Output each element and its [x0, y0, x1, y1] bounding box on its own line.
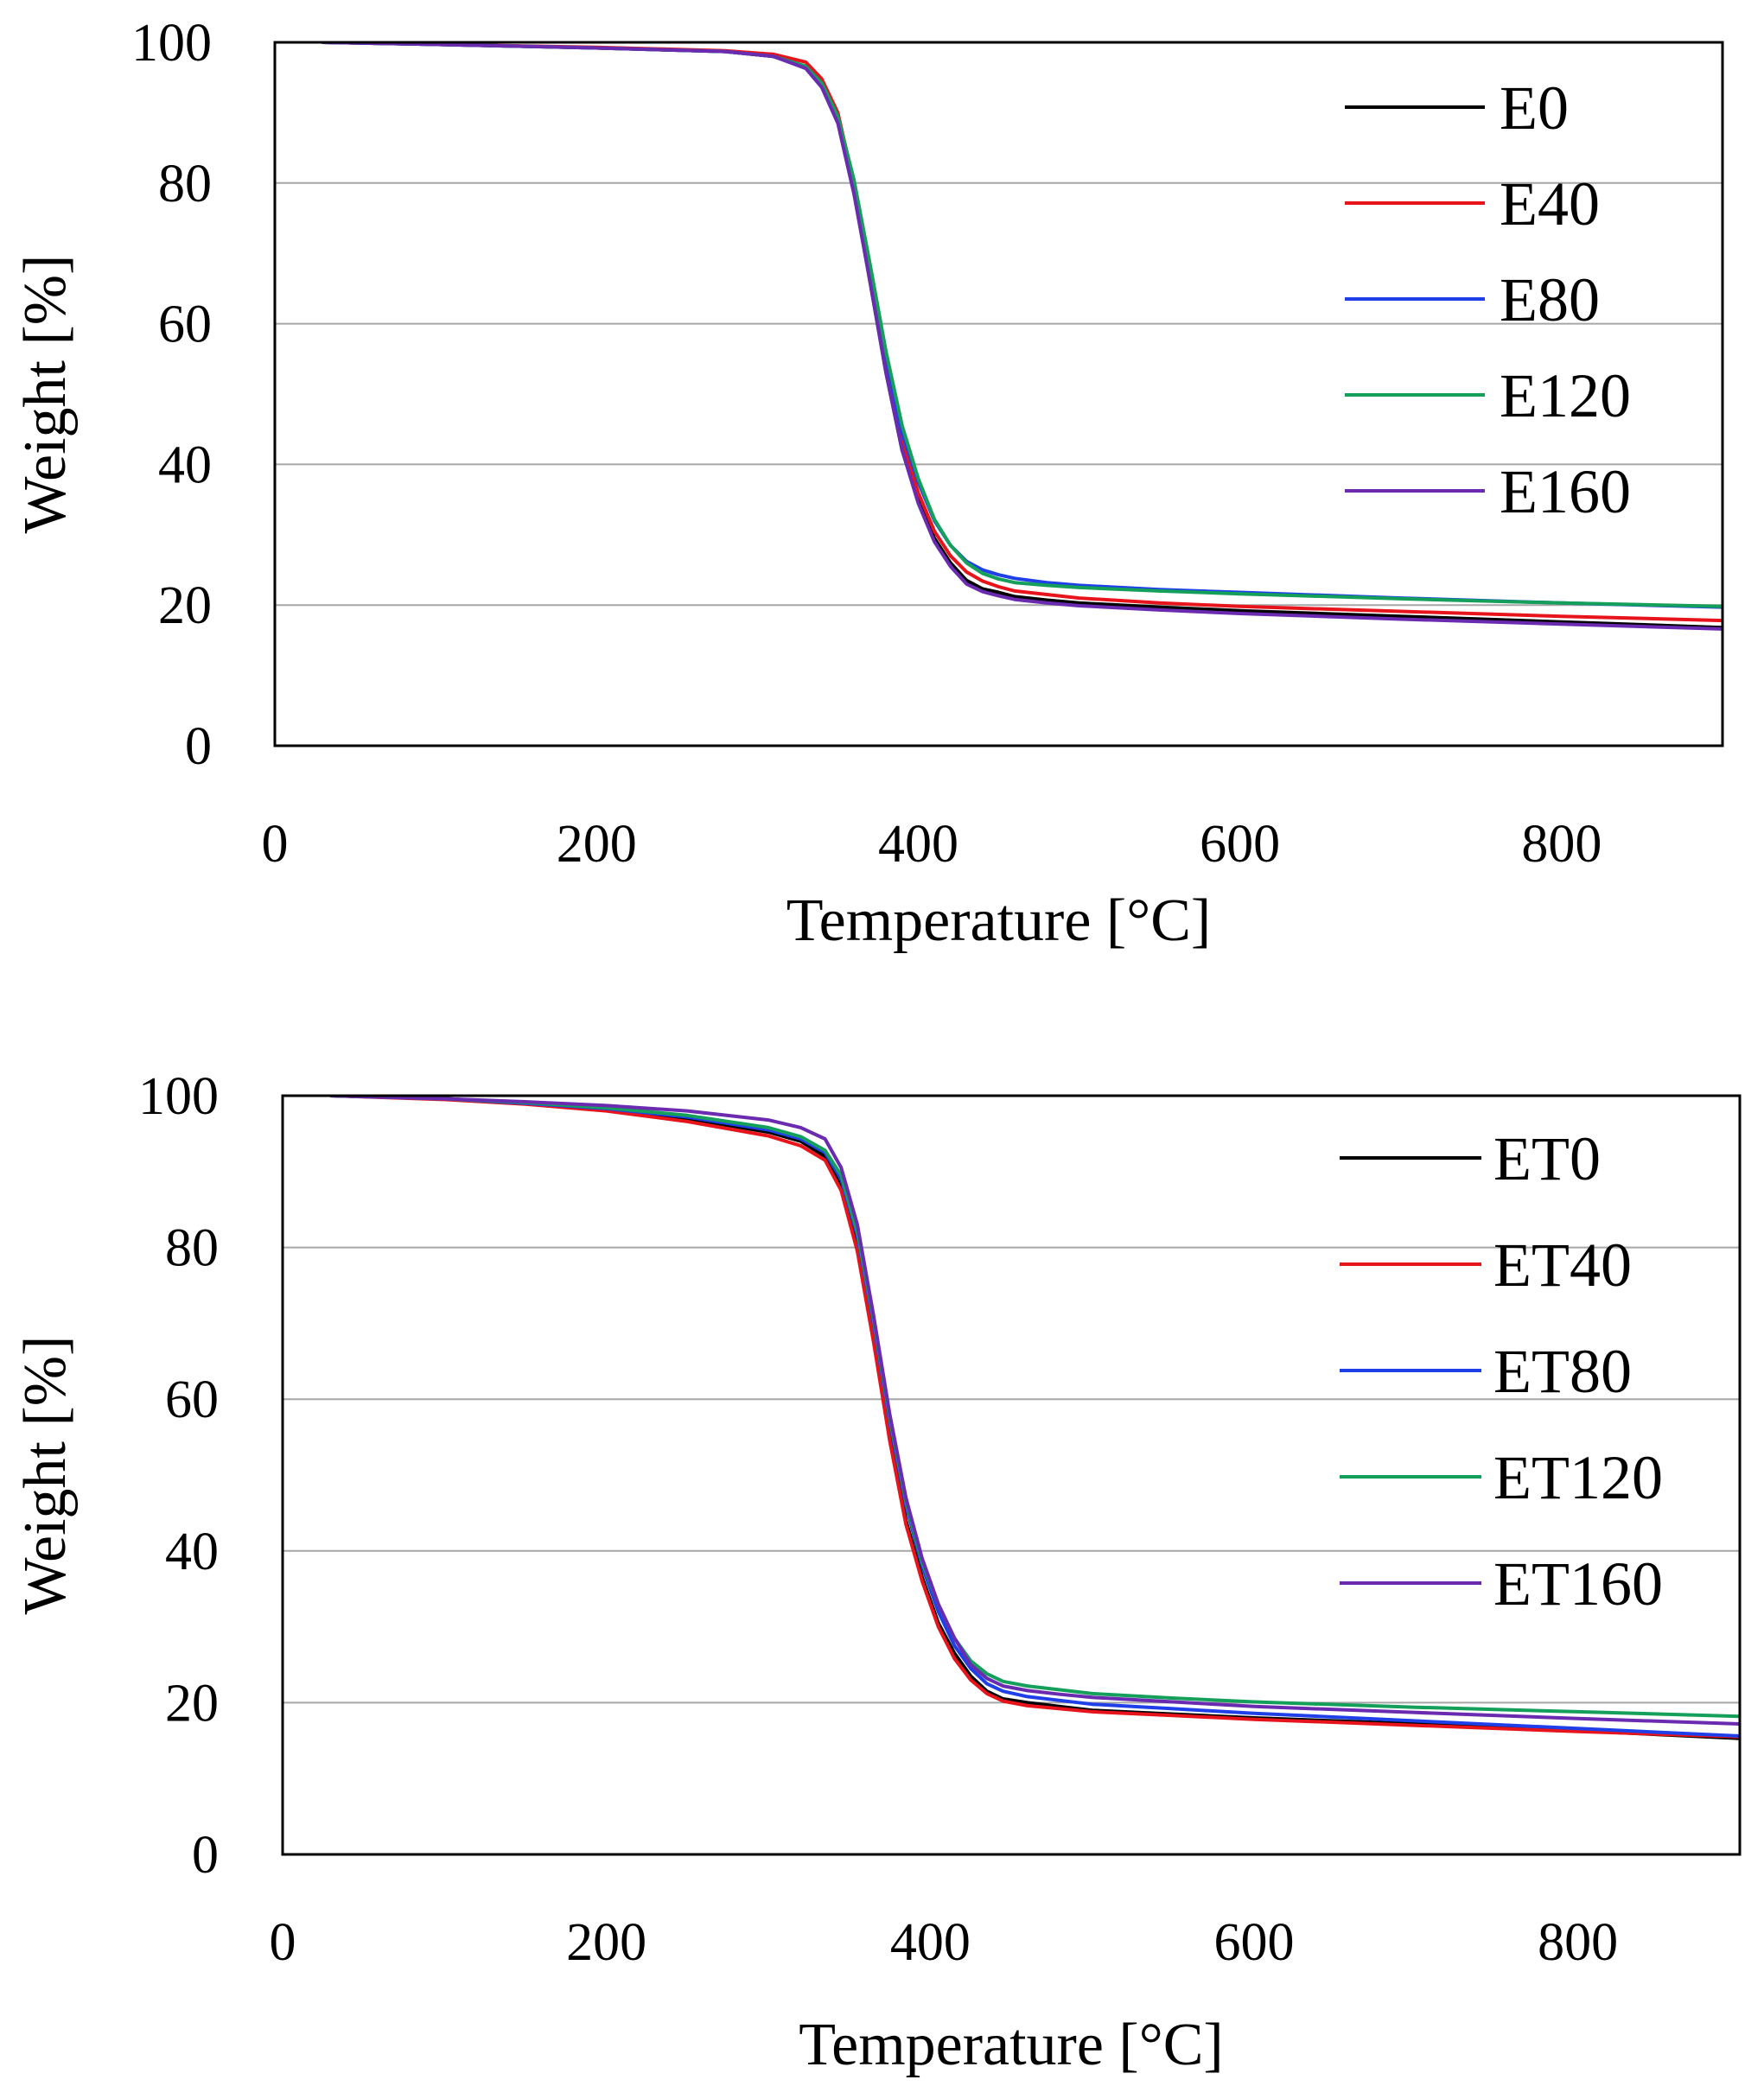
legend-item: E80 [1345, 265, 1600, 334]
y-tick-label: 100 [131, 14, 212, 73]
x-axis-label: Temperature [°C] [786, 887, 1211, 954]
legend: ET0 ET40 ET80 ET120 ET160 [1340, 1124, 1663, 1619]
y-tick-label: 60 [158, 296, 212, 354]
y-tick-label: 20 [165, 1674, 219, 1733]
y-axis-label: Weight [%] [12, 1336, 79, 1615]
chart-2: 0 20 40 60 80 100 0 200 400 600 800 Temperature [°C… [12, 1067, 1742, 2078]
legend-label: E160 [1500, 457, 1631, 526]
legend-item: E160 [1345, 457, 1631, 526]
x-tick-label: 800 [1521, 815, 1602, 874]
series-line-e40 [321, 42, 1723, 623]
legend-item: ET40 [1340, 1231, 1632, 1300]
y-tick-label: 80 [165, 1219, 219, 1278]
legend-label: ET120 [1493, 1443, 1663, 1512]
y-tick-label: 80 [158, 155, 212, 213]
x-tick-label: 200 [557, 815, 637, 874]
x-tick-label: 200 [566, 1913, 646, 1972]
y-axis-label: Weight [%] [12, 255, 79, 534]
y-tick-label: 0 [192, 1826, 219, 1885]
legend-label: E40 [1500, 169, 1600, 238]
legend-label: ET0 [1493, 1124, 1601, 1193]
y-tick-label: 0 [185, 717, 212, 776]
x-tick-label: 400 [878, 815, 958, 874]
plot-frame [281, 1094, 1742, 1856]
series-line-et40 [329, 1096, 1740, 1739]
x-tick-label: 800 [1538, 1913, 1618, 1972]
legend-item: E120 [1345, 361, 1631, 430]
y-tick-label: 20 [158, 576, 212, 635]
x-tick-label: 600 [1200, 815, 1280, 874]
legend-item: E0 [1345, 73, 1569, 143]
x-tick-label: 600 [1214, 1913, 1295, 1972]
legend-label: E120 [1500, 361, 1631, 430]
y-tick-label: 40 [158, 436, 212, 494]
y-tick-label: 60 [165, 1371, 219, 1429]
series-line-e160 [321, 42, 1723, 631]
x-tick-label: 0 [270, 1913, 296, 1972]
y-tick-label: 100 [138, 1067, 219, 1126]
legend-item: ET0 [1340, 1124, 1601, 1193]
legend-item: ET120 [1340, 1443, 1663, 1512]
y-tick-label: 40 [165, 1523, 219, 1581]
legend-item: E40 [1345, 169, 1600, 238]
legend-label: ET80 [1493, 1337, 1632, 1406]
x-tick-label: 400 [890, 1913, 971, 1972]
chart-1: 0 20 40 60 80 100 0 200 400 600 800 Temperature [°C… [12, 14, 1724, 954]
series-line-et160 [329, 1096, 1740, 1726]
legend-item: ET160 [1340, 1549, 1663, 1619]
legend: E0 E40 E80 E120 E160 [1345, 73, 1631, 526]
x-axis-label: Temperature [°C] [799, 2012, 1223, 2078]
plot-frame [273, 41, 1724, 747]
legend-label: ET40 [1493, 1231, 1632, 1300]
legend-label: ET160 [1493, 1549, 1663, 1619]
legend-label: E0 [1500, 73, 1569, 143]
legend-label: E80 [1500, 265, 1600, 334]
x-tick-label: 0 [262, 815, 289, 874]
legend-item: ET80 [1340, 1337, 1632, 1406]
